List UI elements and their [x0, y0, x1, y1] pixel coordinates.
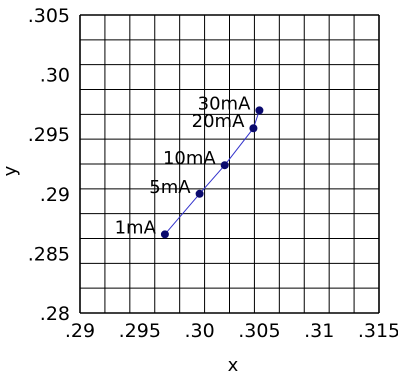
y-axis-ticks: .28 .285 .29 .295 .30 .305 — [28, 5, 70, 325]
x-tick-label: .30 — [184, 320, 214, 342]
y-tick-label: .295 — [28, 124, 70, 146]
x-axis-title: x — [228, 355, 239, 376]
data-point-label: 10mA — [163, 148, 216, 169]
y-tick-label: .285 — [28, 243, 70, 265]
x-tick-label: .29 — [65, 320, 95, 342]
data-point — [195, 189, 204, 198]
data-point — [160, 230, 169, 239]
x-tick-label: .295 — [119, 320, 161, 342]
y-tick-label: .28 — [40, 303, 70, 325]
data-point — [220, 161, 229, 170]
data-point — [255, 106, 264, 115]
data-point-label: 1mA — [115, 217, 157, 238]
y-axis-title: y — [0, 165, 21, 176]
x-axis-ticks: .29 .295 .30 .305 .31 .315 — [65, 320, 398, 342]
data-point — [249, 124, 258, 133]
x-tick-label: .315 — [358, 320, 398, 342]
y-tick-label: .29 — [40, 184, 70, 206]
x-tick-label: .31 — [304, 320, 334, 342]
y-tick-label: .305 — [28, 5, 70, 27]
data-point-label: 5mA — [149, 177, 191, 198]
grid — [79, 14, 380, 314]
data-point-label: 20mA — [192, 111, 245, 132]
x-tick-label: .305 — [238, 320, 280, 342]
y-tick-label: .30 — [40, 65, 70, 87]
data-point-label: 30mA — [198, 93, 251, 114]
